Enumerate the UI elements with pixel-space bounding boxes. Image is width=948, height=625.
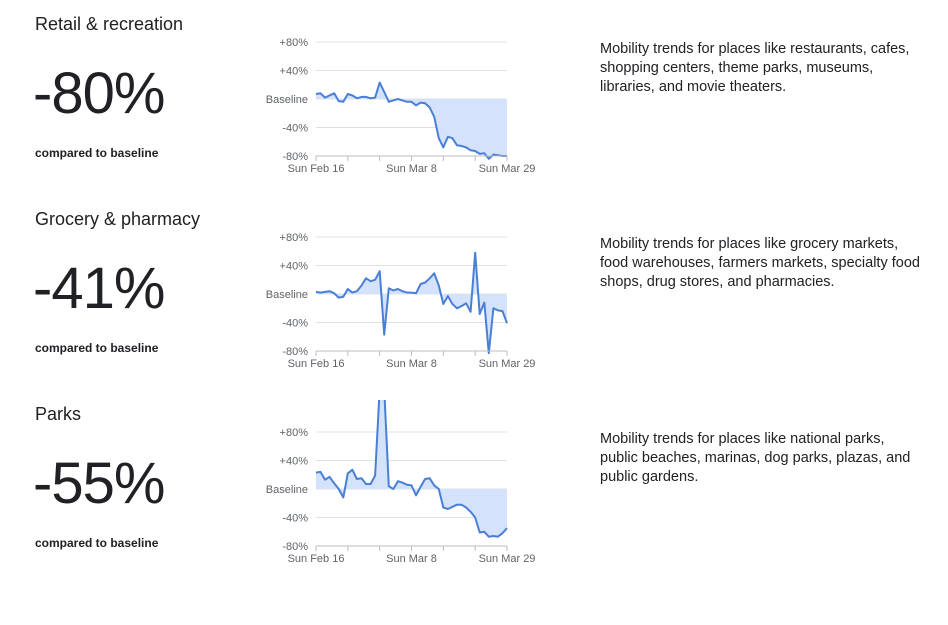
change-value: -55% <box>33 451 165 516</box>
y-tick-label: +40% <box>280 66 309 78</box>
grocery-chart: +80% +40% Baseline -40% -80%Sun Feb 16 Sun Ma… <box>266 232 536 370</box>
category-title: Parks <box>35 404 82 424</box>
x-tick-label: Sun Mar 8 <box>386 163 437 175</box>
change-value: -80% <box>33 61 165 126</box>
area-fill <box>316 82 507 159</box>
x-tick-label: Sun Feb 16 <box>288 163 345 175</box>
x-tick-label: Sun Mar 29 <box>479 163 536 175</box>
category-title: Grocery & pharmacy <box>35 209 201 229</box>
section-grocery: Grocery & pharmacy -41% compared to base… <box>0 195 948 390</box>
x-tick-label: Sun Feb 16 <box>288 553 345 565</box>
category-title: Retail & recreation <box>35 14 184 34</box>
y-tick-label: Baseline <box>266 484 308 496</box>
y-tick-label: Baseline <box>266 289 308 301</box>
y-tick-label: +80% <box>280 427 309 439</box>
parks-chart: +80% +40% Baseline -40% -80%Sun Feb 16 Sun Ma… <box>266 400 536 565</box>
y-tick-label: -40% <box>282 123 308 135</box>
section-retail: Retail & recreation -80% compared to bas… <box>0 0 948 195</box>
x-tick-label: Sun Mar 8 <box>386 358 437 370</box>
change-value: -41% <box>33 256 165 321</box>
category-description: Mobility trends for places like national… <box>600 431 911 485</box>
y-tick-label: -80% <box>282 541 308 553</box>
series-line <box>315 81 507 160</box>
y-tick-label: -80% <box>282 151 308 163</box>
series-line <box>315 400 508 538</box>
y-tick-label: Baseline <box>266 94 308 106</box>
y-tick-label: -40% <box>282 513 308 525</box>
x-tick-label: Sun Mar 29 <box>479 358 536 370</box>
category-description: Mobility trends for places like grocery … <box>600 236 920 290</box>
y-tick-label: -40% <box>282 318 308 330</box>
y-tick-label: +80% <box>280 37 309 49</box>
y-tick-label: +40% <box>280 456 309 468</box>
x-tick-label: Sun Mar 8 <box>386 553 437 565</box>
x-tick-label: Sun Mar 29 <box>479 553 536 565</box>
x-tick-label: Sun Feb 16 <box>288 358 345 370</box>
compared-label: compared to baseline <box>35 341 159 355</box>
y-tick-label: +80% <box>280 232 309 244</box>
category-description: Mobility trends for places like restaura… <box>600 41 910 95</box>
series-line <box>315 251 508 355</box>
area-fill <box>316 400 507 537</box>
section-parks: Parks -55% compared to baseline +80% +40%… <box>0 390 948 585</box>
retail-chart: +80% +40% Baseline -40% -80%Sun Feb 16 Sun Ma… <box>266 37 536 175</box>
area-fill <box>316 252 507 354</box>
y-tick-label: +40% <box>280 261 309 273</box>
compared-label: compared to baseline <box>35 536 159 550</box>
compared-label: compared to baseline <box>35 146 159 160</box>
y-tick-label: -80% <box>282 346 308 358</box>
